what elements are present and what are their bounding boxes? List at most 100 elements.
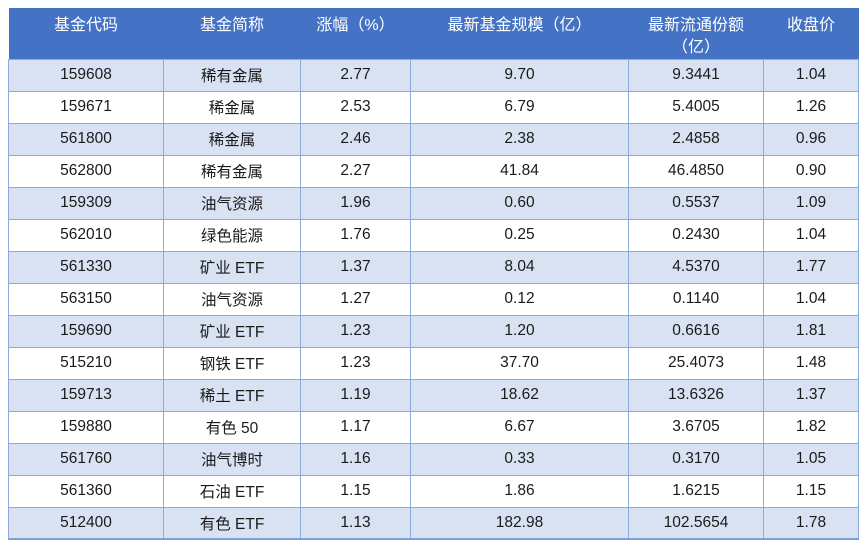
- cell-change-pct: 1.13: [300, 506, 411, 540]
- cell-fund-code: 561800: [8, 122, 164, 156]
- cell-circulating-shares: 25.4073: [628, 346, 764, 380]
- cell-change-pct: 2.46: [300, 122, 411, 156]
- table-row: 159690 矿业 ETF 1.23 1.20 0.6616 1.81: [8, 314, 859, 348]
- cell-fund-name: 绿色能源: [163, 218, 301, 252]
- table-row: 561760 油气博时 1.16 0.33 0.3170 1.05: [8, 442, 859, 476]
- cell-fund-code: 159690: [8, 314, 164, 348]
- cell-fund-size: 8.04: [410, 250, 629, 284]
- cell-change-pct: 2.53: [300, 90, 411, 124]
- table-row: 159608 稀有金属 2.77 9.70 9.3441 1.04: [8, 58, 859, 92]
- cell-change-pct: 1.19: [300, 378, 411, 412]
- cell-fund-code: 561330: [8, 250, 164, 284]
- cell-fund-code: 512400: [8, 506, 164, 540]
- cell-circulating-shares: 13.6326: [628, 378, 764, 412]
- cell-fund-name: 矿业 ETF: [163, 314, 301, 348]
- cell-circulating-shares: 0.5537: [628, 186, 764, 220]
- cell-fund-code: 562800: [8, 154, 164, 188]
- cell-fund-size: 182.98: [410, 506, 629, 540]
- cell-fund-name: 钢铁 ETF: [163, 346, 301, 380]
- cell-change-pct: 1.23: [300, 314, 411, 348]
- cell-close-price: 1.26: [763, 90, 859, 124]
- cell-fund-code: 159880: [8, 410, 164, 444]
- cell-fund-name: 稀金属: [163, 90, 301, 124]
- cell-change-pct: 1.17: [300, 410, 411, 444]
- cell-fund-code: 561360: [8, 474, 164, 508]
- cell-close-price: 1.37: [763, 378, 859, 412]
- cell-fund-code: 561760: [8, 442, 164, 476]
- table-row: 561800 稀金属 2.46 2.38 2.4858 0.96: [8, 122, 859, 156]
- cell-close-price: 1.09: [763, 186, 859, 220]
- cell-fund-size: 18.62: [410, 378, 629, 412]
- cell-fund-name: 油气博时: [163, 442, 301, 476]
- table-row: 159880 有色 50 1.17 6.67 3.6705 1.82: [8, 410, 859, 444]
- cell-change-pct: 1.96: [300, 186, 411, 220]
- cell-change-pct: 1.76: [300, 218, 411, 252]
- cell-circulating-shares: 0.6616: [628, 314, 764, 348]
- column-header-fund-code: 基金代码: [8, 8, 164, 59]
- cell-close-price: 1.05: [763, 442, 859, 476]
- cell-fund-size: 2.38: [410, 122, 629, 156]
- cell-fund-name: 有色 ETF: [163, 506, 301, 540]
- cell-fund-size: 0.60: [410, 186, 629, 220]
- cell-close-price: 1.04: [763, 282, 859, 316]
- cell-close-price: 1.78: [763, 506, 859, 540]
- cell-fund-name: 稀有金属: [163, 154, 301, 188]
- cell-fund-code: 515210: [8, 346, 164, 380]
- cell-change-pct: 1.15: [300, 474, 411, 508]
- cell-circulating-shares: 0.1140: [628, 282, 764, 316]
- cell-fund-code: 562010: [8, 218, 164, 252]
- cell-fund-size: 1.86: [410, 474, 629, 508]
- cell-circulating-shares: 3.6705: [628, 410, 764, 444]
- cell-close-price: 1.15: [763, 474, 859, 508]
- table-row: 563150 油气资源 1.27 0.12 0.1140 1.04: [8, 282, 859, 316]
- fund-etf-quotes-table: 基金代码 基金简称 涨幅（%） 最新基金规模（亿） 最新流通份额 （亿） 收盘价…: [8, 8, 859, 540]
- cell-circulating-shares: 0.2430: [628, 218, 764, 252]
- cell-fund-code: 563150: [8, 282, 164, 316]
- cell-fund-size: 1.20: [410, 314, 629, 348]
- column-header-fund-name: 基金简称: [163, 8, 301, 59]
- cell-close-price: 0.90: [763, 154, 859, 188]
- cell-close-price: 1.82: [763, 410, 859, 444]
- cell-fund-size: 9.70: [410, 58, 629, 92]
- cell-fund-code: 159713: [8, 378, 164, 412]
- cell-circulating-shares: 9.3441: [628, 58, 764, 92]
- cell-circulating-shares: 4.5370: [628, 250, 764, 284]
- cell-change-pct: 1.23: [300, 346, 411, 380]
- table-row: 561330 矿业 ETF 1.37 8.04 4.5370 1.77: [8, 250, 859, 284]
- cell-fund-name: 石油 ETF: [163, 474, 301, 508]
- table-body: 159608 稀有金属 2.77 9.70 9.3441 1.04 159671 稀金属 2.5…: [8, 58, 859, 540]
- cell-fund-code: 159671: [8, 90, 164, 124]
- cell-circulating-shares: 2.4858: [628, 122, 764, 156]
- table-row: 515210 钢铁 ETF 1.23 37.70 25.4073 1.48: [8, 346, 859, 380]
- cell-change-pct: 1.27: [300, 282, 411, 316]
- cell-circulating-shares: 5.4005: [628, 90, 764, 124]
- cell-fund-name: 有色 50: [163, 410, 301, 444]
- table-row: 159713 稀土 ETF 1.19 18.62 13.6326 1.37: [8, 378, 859, 412]
- cell-change-pct: 1.16: [300, 442, 411, 476]
- cell-fund-name: 油气资源: [163, 282, 301, 316]
- table-row: 562800 稀有金属 2.27 41.84 46.4850 0.90: [8, 154, 859, 188]
- table-row: 561360 石油 ETF 1.15 1.86 1.6215 1.15: [8, 474, 859, 508]
- column-header-change-pct: 涨幅（%）: [300, 8, 411, 59]
- cell-close-price: 1.04: [763, 58, 859, 92]
- cell-circulating-shares: 1.6215: [628, 474, 764, 508]
- column-header-circulating-shares: 最新流通份额 （亿）: [628, 8, 764, 59]
- table-row: 159309 油气资源 1.96 0.60 0.5537 1.09: [8, 186, 859, 220]
- table-row: 512400 有色 ETF 1.13 182.98 102.5654 1.78: [8, 506, 859, 540]
- cell-close-price: 1.77: [763, 250, 859, 284]
- cell-circulating-shares: 102.5654: [628, 506, 764, 540]
- header-row: 基金代码 基金简称 涨幅（%） 最新基金规模（亿） 最新流通份额 （亿） 收盘价: [8, 8, 859, 59]
- cell-fund-code: 159309: [8, 186, 164, 220]
- cell-circulating-shares: 0.3170: [628, 442, 764, 476]
- table-row: 159671 稀金属 2.53 6.79 5.4005 1.26: [8, 90, 859, 124]
- cell-circulating-shares: 46.4850: [628, 154, 764, 188]
- cell-fund-size: 0.25: [410, 218, 629, 252]
- cell-fund-size: 6.67: [410, 410, 629, 444]
- cell-fund-name: 矿业 ETF: [163, 250, 301, 284]
- cell-close-price: 0.96: [763, 122, 859, 156]
- cell-fund-code: 159608: [8, 58, 164, 92]
- cell-fund-name: 稀土 ETF: [163, 378, 301, 412]
- table-row: 562010 绿色能源 1.76 0.25 0.2430 1.04: [8, 218, 859, 252]
- cell-fund-name: 稀有金属: [163, 58, 301, 92]
